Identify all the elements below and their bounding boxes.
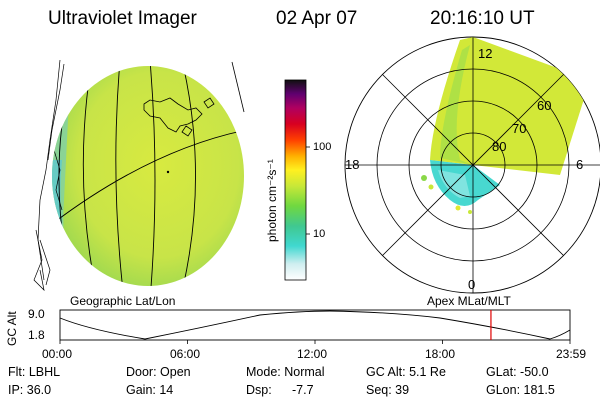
- info-ip: IP: 36.0: [8, 383, 52, 397]
- instrument-title: Ultraviolet Imager: [48, 8, 197, 29]
- colorbar-tick-100: 100: [313, 141, 332, 153]
- colorbar-tick-10: 10: [313, 228, 326, 240]
- colorbar-unit-label: photon cm⁻²s⁻¹: [265, 159, 279, 242]
- altitude-strip: [59, 309, 571, 344]
- time-tick-1800: 18:00: [425, 347, 456, 361]
- info-seq: Seq: 39: [366, 383, 410, 397]
- time-tick-1200: 12:00: [297, 347, 328, 361]
- info-dsp-label: Dsp:: [246, 383, 272, 397]
- altitude-axis-label: GC Alt: [5, 311, 19, 346]
- earth-disk-image: [33, 59, 245, 292]
- time-tick-2359: 23:59: [556, 347, 587, 361]
- info-mode: Mode: Normal: [246, 365, 325, 379]
- info-gain: Gain: 14: [126, 383, 174, 397]
- info-door: Door: Open: [126, 365, 191, 379]
- mlat-label-60: 60: [537, 98, 552, 113]
- info-dsp-value: -7.7: [292, 383, 314, 397]
- observation-date: 02 Apr 07: [276, 8, 358, 29]
- info-glat: GLat: -50.0: [486, 365, 549, 379]
- time-tick-0600: 06:00: [170, 347, 201, 361]
- altitude-max-label: 9.0: [28, 307, 45, 321]
- mlt-label-0: 0: [468, 277, 476, 292]
- observation-time: 20:16:10 UT: [430, 8, 535, 29]
- mlt-label-6: 6: [576, 157, 584, 172]
- time-tick-0000: 00:00: [42, 347, 73, 361]
- colorbar: [284, 79, 310, 281]
- info-filter: Flt: LBHL: [8, 365, 61, 379]
- polar-plot: [344, 36, 600, 294]
- globe-title: Geographic Lat/Lon: [70, 294, 176, 308]
- mlt-label-12: 12: [478, 46, 493, 61]
- altitude-min-label: 1.8: [28, 328, 45, 342]
- polar-title: Apex MLat/MLT: [427, 294, 511, 308]
- info-glon: GLon: 181.5: [486, 383, 555, 397]
- mlt-label-18: 18: [345, 157, 360, 172]
- mlat-label-80: 80: [492, 139, 507, 154]
- mlat-label-70: 70: [512, 121, 527, 136]
- info-gc-alt: GC Alt: 5.1 Re: [366, 365, 446, 379]
